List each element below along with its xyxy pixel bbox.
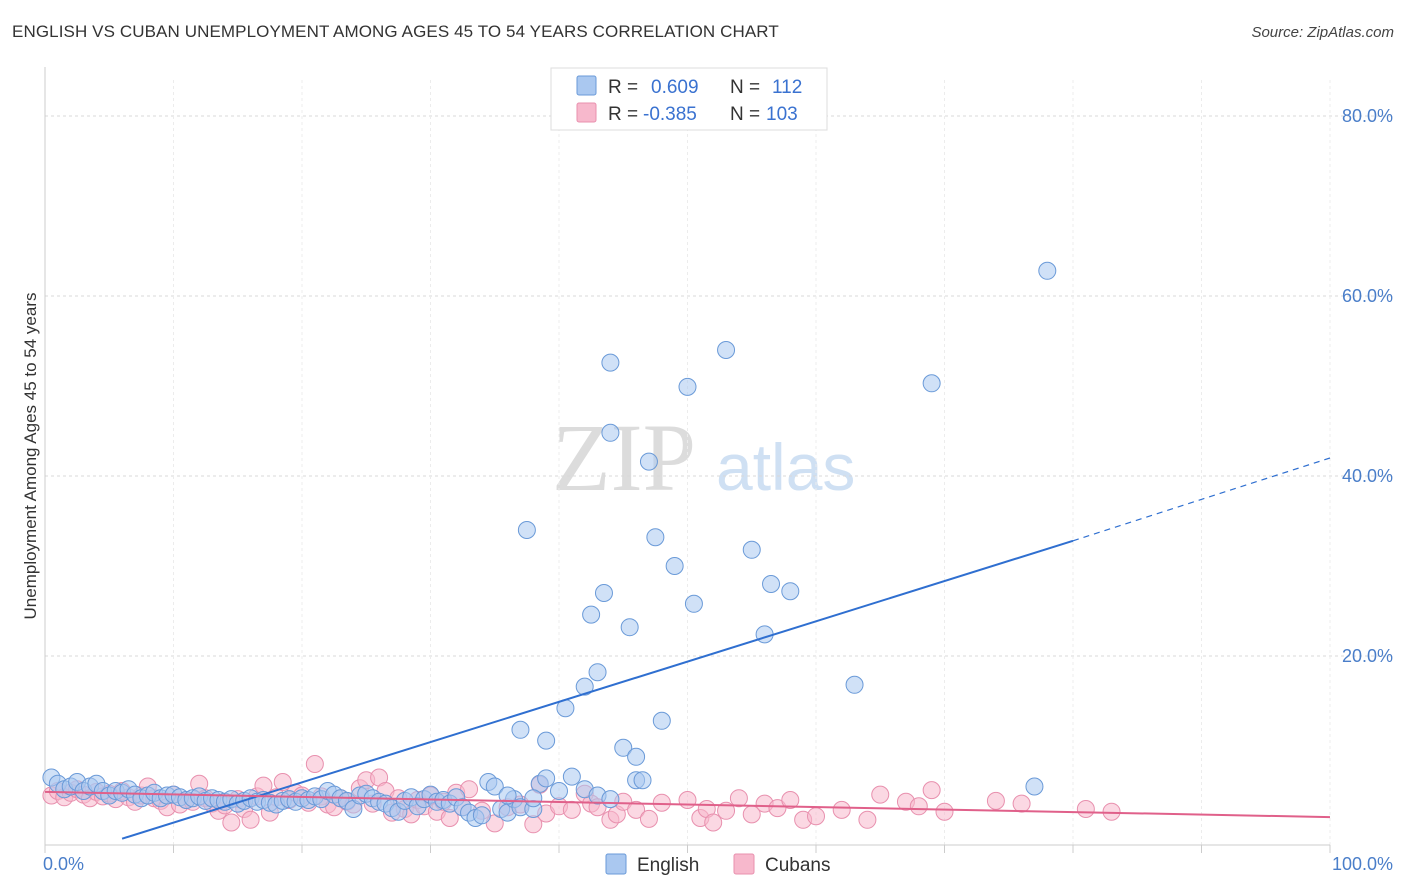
legend-cubans-swatch (576, 102, 597, 123)
english-trend-line (121, 539, 1074, 840)
english-point (537, 731, 556, 750)
legend-box (550, 67, 828, 131)
english-point (633, 771, 652, 790)
chart-title: ENGLISH VS CUBAN UNEMPLOYMENT AMONG AGES… (12, 22, 779, 41)
bottom-legend-english-swatch (605, 853, 627, 875)
legend-english-r-label: R = (608, 77, 638, 98)
english-point (845, 675, 864, 694)
cubans-point (222, 813, 241, 832)
bottom-legend: English Cubans (605, 853, 831, 876)
english-point (762, 575, 781, 593)
english-point (717, 341, 736, 359)
cubans-point (305, 755, 324, 773)
english-point (588, 663, 607, 682)
bottom-legend-cubans: Cubans (765, 855, 831, 876)
bottom-legend-cubans-swatch (733, 853, 755, 875)
cubans-point (678, 791, 697, 809)
cubans-point (871, 785, 890, 804)
english-point (755, 625, 774, 644)
english-point (742, 540, 761, 559)
y-tick-label-3: 80.0% (1342, 106, 1393, 126)
english-point (601, 790, 620, 809)
english-point (524, 789, 543, 808)
cubans-point (807, 807, 825, 826)
english-point (684, 594, 703, 613)
english-point (550, 782, 568, 800)
english-point (652, 711, 671, 730)
english-point (601, 423, 620, 442)
english-point (627, 747, 646, 766)
watermark-zip: ZIP (552, 404, 696, 511)
english-point (498, 786, 517, 805)
english-point (511, 720, 530, 739)
english-point (639, 452, 658, 471)
english-point (485, 777, 504, 796)
cubans-point (909, 797, 928, 816)
cubans-point (781, 791, 800, 809)
x-tick-label-min: 0.0% (43, 854, 84, 874)
cubans-point (460, 780, 479, 799)
english-points (42, 261, 1057, 827)
cubans-point (768, 799, 787, 818)
english-point (601, 353, 620, 372)
cubans-point (639, 809, 658, 828)
y-tick-labels: 20.0% 40.0% 60.0% 80.0% (1342, 106, 1393, 666)
english-point (582, 605, 601, 624)
cubans-point (832, 800, 851, 819)
x-tick-label-max: 100.0% (1332, 854, 1393, 874)
legend-english-n-value: 112 (772, 77, 802, 98)
cubans-point (652, 793, 671, 812)
y-axis-label: Unemployment Among Ages 45 to 54 years (21, 293, 40, 620)
cubans-point (704, 813, 723, 832)
y-tick-label-1: 40.0% (1342, 466, 1393, 486)
trend-lines (44, 457, 1331, 840)
english-point (614, 738, 633, 757)
legend-english-r-value: 0.609 (651, 77, 699, 98)
cubans-point (717, 801, 736, 820)
cubans-point (241, 810, 260, 829)
cubans-point (922, 781, 941, 800)
english-point (472, 806, 491, 825)
english-point (1038, 261, 1057, 280)
watermark: ZIP atlas (552, 404, 855, 511)
english-point (537, 769, 556, 788)
cubans-point (562, 800, 581, 819)
y-tick-label-2: 60.0% (1342, 286, 1393, 306)
cubans-point (935, 802, 954, 821)
cubans-point (1012, 794, 1031, 813)
cubans-trend-line (44, 790, 1331, 819)
cubans-point (1076, 800, 1095, 818)
english-point (575, 677, 594, 696)
english-point (1025, 777, 1044, 796)
legend-cubans-n-label: N = (730, 104, 760, 125)
legend-english-n-label: N = (730, 77, 760, 98)
english-point (562, 767, 581, 786)
grid (45, 80, 1393, 845)
cubans-point (627, 800, 646, 819)
axes (44, 67, 1331, 853)
english-point (517, 521, 536, 539)
cubans-point (858, 810, 877, 829)
source-label: Source: ZipAtlas.com (1251, 24, 1394, 41)
legend-english-swatch (576, 75, 597, 96)
english-point (620, 618, 639, 637)
legend-cubans-r-value: -0.385 (643, 104, 697, 125)
legend-cubans-r-label: R = (608, 104, 638, 125)
english-point (594, 584, 613, 602)
cubans-point (729, 789, 748, 808)
y-tick-label-0: 20.0% (1342, 646, 1393, 666)
legend-cubans-n-value: 103 (766, 104, 798, 125)
english-point (678, 377, 697, 396)
legend: R = 0.609 N = 112 R = -0.385 N = 103 (550, 67, 828, 131)
english-point (922, 374, 941, 393)
english-trend-extension (1072, 457, 1331, 542)
english-point (781, 582, 800, 601)
watermark-atlas: atlas (716, 430, 855, 504)
bottom-legend-english: English (637, 855, 699, 876)
english-point (665, 557, 684, 575)
cubans-point (986, 791, 1005, 810)
english-point (646, 528, 665, 547)
